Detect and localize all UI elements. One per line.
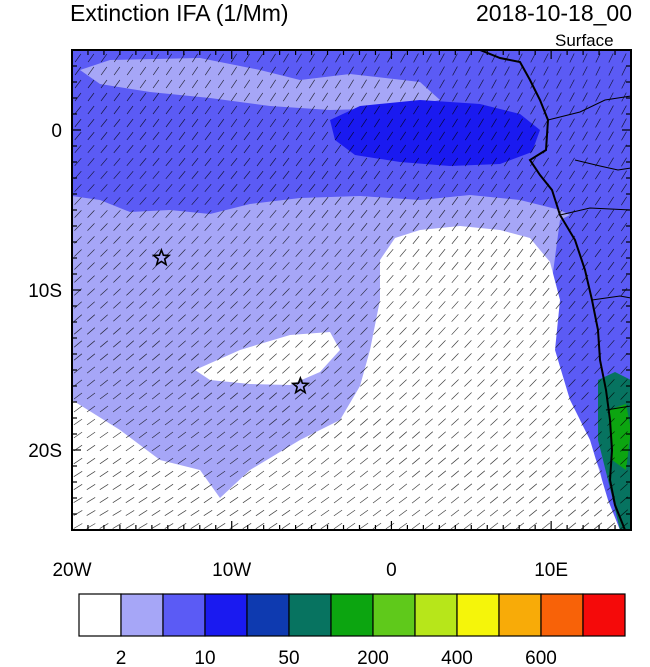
y-tick-label: 0 xyxy=(51,121,62,142)
colorbar-label: 10 xyxy=(194,648,215,667)
map-title: Extinction IFA (1/Mm) xyxy=(70,0,289,26)
y-tick-label: 10S xyxy=(28,281,62,302)
wind-field xyxy=(73,53,629,530)
colorbar-swatch xyxy=(120,593,164,637)
x-tick-label: 10W xyxy=(212,560,251,581)
colorbar-swatch xyxy=(372,593,416,637)
colorbar-swatch xyxy=(288,593,332,637)
markers xyxy=(151,247,311,395)
x-tick-label: 10E xyxy=(534,560,568,581)
x-tick-label: 20W xyxy=(52,560,91,581)
colorbar-swatch xyxy=(246,593,290,637)
colorbar-swatch xyxy=(540,593,584,637)
star-marker-icon xyxy=(290,375,311,395)
map-datetime: 2018-10-18_00 xyxy=(475,0,632,26)
colorbar-swatch xyxy=(414,593,458,637)
colorbar-swatch xyxy=(582,593,626,637)
y-tick-label: 20S xyxy=(28,441,62,462)
colorbar-swatch xyxy=(204,593,248,637)
colorbar-swatch xyxy=(162,593,206,637)
colorbar-swatch xyxy=(456,593,500,637)
colorbar-label: 200 xyxy=(357,648,389,667)
colorbar-label: 50 xyxy=(278,648,299,667)
x-axis-labels: 20W 10W 0 10E xyxy=(52,560,568,581)
colorbar-label: 2 xyxy=(116,648,127,667)
axis-ticks xyxy=(71,49,632,531)
star-marker-icon xyxy=(151,247,172,267)
colorbar-label: 400 xyxy=(441,648,473,667)
colorbar-swatch xyxy=(498,593,542,637)
level-label: Surface xyxy=(555,31,614,50)
colorbar-swatch xyxy=(78,593,122,637)
extinction-field xyxy=(72,50,631,530)
x-tick-label: 0 xyxy=(386,560,397,581)
y-axis-labels: 0 10S 20S xyxy=(28,121,62,462)
colorbar-label: 600 xyxy=(525,648,557,667)
colorbar-swatch xyxy=(330,593,374,637)
colorbar: 2 10 50 200 400 600 xyxy=(78,593,626,667)
